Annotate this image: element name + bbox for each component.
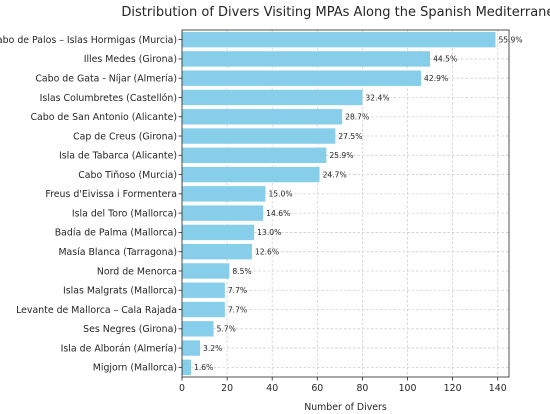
bar xyxy=(182,89,363,106)
category-label: Cap de Creus (Girona) xyxy=(73,131,177,142)
category-label: Nord de Menorca xyxy=(97,266,177,277)
data-label: 7.7% xyxy=(228,305,247,314)
data-label: 8.5% xyxy=(232,267,251,276)
x-tick-label: 0 xyxy=(179,383,185,394)
bar xyxy=(182,282,225,298)
data-label: 32.4% xyxy=(365,93,389,102)
category-label: Migjorn (Mallorca) xyxy=(93,363,177,374)
category-label: Cabo de Palos – Islas Hormigas (Murcia) xyxy=(0,35,177,46)
bar xyxy=(182,243,252,260)
category-labels: Cabo de Palos – Islas Hormigas (Murcia) I… xyxy=(0,35,182,374)
bar xyxy=(182,263,230,279)
category-label: Isla de Alborán (Almería) xyxy=(61,343,177,354)
data-label: 28.7% xyxy=(345,113,369,122)
data-label: 25.9% xyxy=(329,151,353,160)
data-label: 5.7% xyxy=(217,325,236,334)
category-label: Islas Malgrats (Mallorca) xyxy=(63,286,177,297)
bar xyxy=(182,359,192,376)
data-label: 15.0% xyxy=(268,190,292,199)
data-label: 12.6% xyxy=(255,247,279,256)
bar xyxy=(182,186,266,202)
category-label: Freus d'Eivissa i Formentera xyxy=(45,189,177,200)
bar xyxy=(182,321,214,337)
category-label: Levante de Mallorca – Cala Rajada xyxy=(16,305,177,316)
chart-title: Distribution of Divers Visiting MPAs Alo… xyxy=(121,5,550,20)
category-label: Isla de Tabarca (Alicante) xyxy=(59,151,177,162)
data-label: 55.9% xyxy=(498,35,522,44)
category-label: Cabo de Gata - Níjar (Almería) xyxy=(35,73,177,84)
x-tick-label: 80 xyxy=(356,383,368,394)
x-tick-label: 20 xyxy=(221,383,233,394)
data-label: 44.5% xyxy=(433,55,457,64)
bar xyxy=(182,70,422,86)
category-label: Cabo Tiñoso (Murcia) xyxy=(78,170,177,181)
bar xyxy=(182,109,343,125)
data-label: 42.9% xyxy=(424,74,448,83)
category-label: Ses Negres (Girona) xyxy=(83,324,177,335)
bar xyxy=(182,224,255,241)
x-tick-label: 40 xyxy=(266,383,278,394)
data-label: 1.6% xyxy=(194,363,213,372)
axis-spines xyxy=(181,29,510,378)
bar xyxy=(182,340,201,356)
category-label: Badía de Palma (Mallorca) xyxy=(55,228,177,239)
bar xyxy=(182,51,431,67)
bar xyxy=(182,166,320,183)
data-label: 14.6% xyxy=(266,209,290,218)
bar xyxy=(182,128,336,144)
x-axis-label: Number of Divers xyxy=(304,402,387,413)
data-labels: 55.9% 44.5% 42.9% 32.4% 28.7% 27.5% 25.9% 24.7%… xyxy=(194,35,523,372)
category-label: Illes Medes (Girona) xyxy=(84,54,177,65)
x-tick-label: 120 xyxy=(444,383,462,394)
data-label: 3.2% xyxy=(203,344,222,353)
bar xyxy=(182,205,264,221)
bar xyxy=(182,147,327,164)
x-tick-label: 100 xyxy=(399,383,417,394)
data-label: 24.7% xyxy=(323,170,347,179)
data-label: 13.0% xyxy=(257,228,281,237)
x-tick-label: 140 xyxy=(489,383,507,394)
x-tick-label: 60 xyxy=(311,383,323,394)
x-axis-ticks: 0 20 40 60 80 100 120 140 xyxy=(179,377,507,394)
data-label: 7.7% xyxy=(228,286,247,295)
category-label: Isla del Toro (Mallorca) xyxy=(72,208,177,219)
bars-group xyxy=(182,31,496,376)
category-label: Masía Blanca (Tarragona) xyxy=(58,247,177,258)
plot-frame xyxy=(181,29,510,378)
bar xyxy=(182,31,496,48)
category-label: Cabo de San Antonio (Alicante) xyxy=(30,112,177,123)
data-label: 27.5% xyxy=(338,132,362,141)
category-label: Islas Columbretes (Castellón) xyxy=(40,93,177,104)
bar xyxy=(182,301,225,318)
